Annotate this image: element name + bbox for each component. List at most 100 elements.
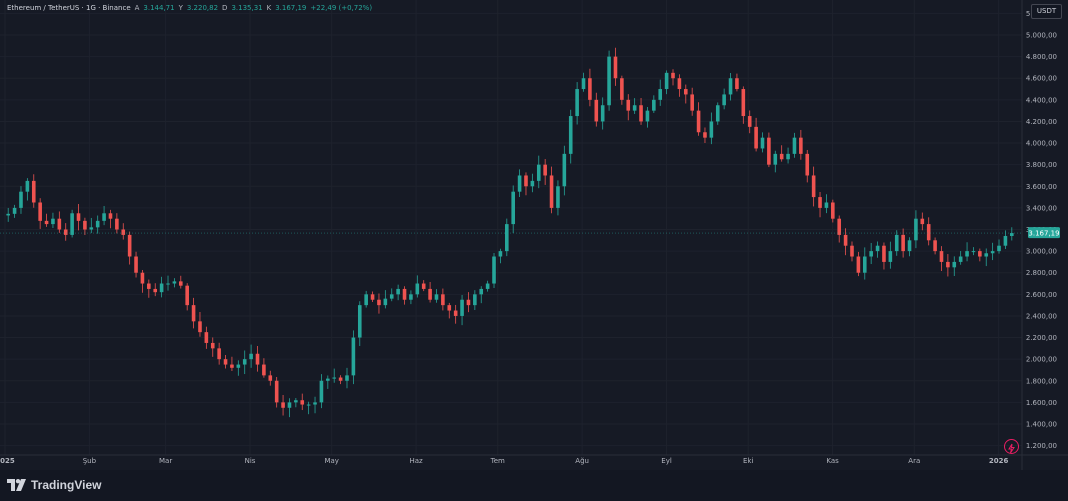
candle-body	[773, 153, 778, 165]
candle-body	[57, 218, 62, 230]
candle-body	[978, 251, 982, 257]
candle-body	[306, 404, 311, 406]
y-tick-label: 3.600,00	[1026, 183, 1057, 191]
candle-body	[562, 153, 567, 187]
x-tick-label: May	[324, 457, 338, 465]
candle-body	[370, 294, 375, 300]
tradingview-logo[interactable]: TradingView	[7, 478, 101, 492]
x-tick-label: Eyl	[661, 457, 672, 465]
y-tick-label: 4.800,00	[1026, 53, 1057, 61]
candle-body	[262, 364, 266, 376]
candle-body	[511, 191, 515, 225]
candle-body	[294, 400, 298, 403]
candle-body	[498, 251, 503, 257]
y-tick-label: 4.000,00	[1026, 140, 1057, 148]
y-tick-label: 1.200,00	[1026, 442, 1057, 450]
candle-body	[703, 132, 707, 138]
candle-body	[779, 153, 784, 160]
candle-body	[824, 202, 829, 208]
candle-body	[971, 251, 976, 253]
candle-body	[990, 251, 995, 254]
candlestick-chart[interactable]: 1.200,00 1.400,00 1.600,00 1.800,00 2.000,00…	[0, 0, 1068, 470]
candle-body	[588, 78, 592, 100]
candle-body	[31, 180, 36, 203]
candle-body	[965, 251, 969, 257]
lightning-circle-icon[interactable]	[1004, 439, 1019, 454]
candle-body	[747, 116, 752, 127]
candle-body	[313, 402, 317, 405]
low-label: D	[222, 4, 228, 12]
candle-body	[952, 261, 957, 268]
candle-body	[869, 251, 873, 257]
x-tick-label: Nis	[245, 457, 256, 465]
candle-body	[715, 105, 720, 122]
y-tick-label: 2.400,00	[1026, 312, 1057, 320]
candle-body	[543, 164, 547, 176]
candle-body	[166, 283, 170, 285]
candle-body	[210, 342, 215, 349]
candle-body	[466, 299, 471, 306]
candle-body	[185, 285, 189, 306]
candle-body	[345, 375, 349, 381]
candle-body	[153, 288, 158, 293]
candle-body	[6, 213, 10, 216]
candle-body	[460, 299, 464, 316]
x-tick-label: Tem	[490, 457, 505, 465]
change-value: +22,49 (+0,72%)	[310, 4, 373, 12]
candle-body	[338, 377, 343, 381]
candle-body	[89, 227, 94, 230]
candle-body	[652, 99, 656, 111]
candle-body	[319, 380, 324, 403]
candle-body	[690, 94, 694, 111]
candle-body	[351, 337, 356, 376]
candle-body	[888, 251, 893, 262]
candle-body	[575, 89, 579, 117]
candle-body	[326, 378, 330, 381]
candle-body	[645, 110, 650, 122]
symbol-title[interactable]: Ethereum / TetherUS · 1G · Binance	[7, 4, 131, 12]
candle-body	[428, 288, 432, 300]
candle-body	[140, 272, 145, 284]
candle-body	[946, 261, 950, 268]
y-tick-label: 5.000,00	[1026, 32, 1057, 40]
chart-area[interactable]: 1.200,00 1.400,00 1.600,00 1.800,00 2.000,00…	[0, 0, 1068, 470]
last-price-label: 3.167,19	[1028, 230, 1059, 238]
candle-body	[754, 126, 758, 149]
currency-button[interactable]: USDT	[1031, 4, 1062, 19]
y-tick-label: 3.800,00	[1026, 161, 1057, 169]
candle-body	[709, 121, 714, 138]
candle-body	[479, 288, 484, 295]
y-tick-label: 2.200,00	[1026, 334, 1057, 342]
candle-body	[568, 116, 573, 154]
candle-body	[524, 175, 528, 187]
candle-body	[856, 256, 861, 273]
candle-body	[862, 256, 867, 273]
candle-body	[357, 305, 362, 338]
candle-body	[894, 234, 899, 252]
open-label: A	[134, 4, 140, 12]
candle-body	[831, 202, 835, 219]
candle-body	[882, 245, 886, 262]
candle-body	[933, 240, 937, 252]
candle-body	[600, 105, 605, 122]
x-tick-label: Ağu	[575, 457, 589, 465]
candle-body	[409, 294, 413, 300]
candle-body	[722, 94, 726, 106]
candle-body	[159, 283, 164, 293]
candle-body	[287, 402, 292, 408]
candle-body	[728, 78, 733, 95]
candle-body	[626, 99, 631, 111]
candle-body	[581, 78, 586, 90]
candle-body	[383, 298, 388, 306]
candle-body	[505, 224, 509, 252]
tradingview-logo-icon	[7, 479, 26, 491]
candle-body	[172, 281, 177, 284]
candle-body	[556, 186, 560, 208]
candle-body	[415, 283, 420, 295]
candle-body	[249, 353, 253, 360]
candle-body	[70, 213, 74, 235]
y-tick-label: 1.400,00	[1026, 420, 1057, 428]
candle-body	[332, 377, 337, 379]
candle-body	[453, 310, 458, 316]
high-label: Y	[178, 4, 183, 12]
